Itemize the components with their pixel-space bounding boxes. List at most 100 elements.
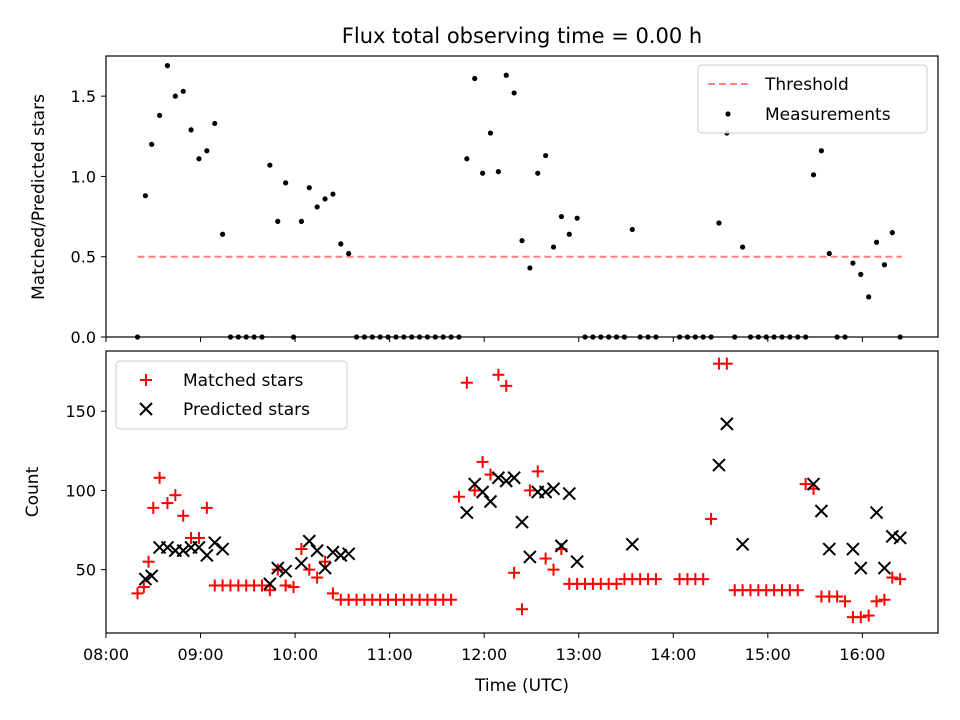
x-tick-label: 09:00 xyxy=(177,645,223,664)
matched-star-point xyxy=(492,368,505,381)
matched-star-point xyxy=(547,563,560,576)
bottom-y-tick-label: 150 xyxy=(65,402,96,421)
matched-star-point xyxy=(791,584,804,597)
measurement-point xyxy=(495,169,501,175)
top-y-tick-label: 0.0 xyxy=(71,328,96,347)
x-axis-label: Time (UTC) xyxy=(474,676,569,696)
matched-star-point xyxy=(886,571,899,584)
measurement-point xyxy=(188,127,194,133)
x-tick-label: 10:00 xyxy=(272,645,318,664)
matched-star-point xyxy=(539,552,552,565)
matched-star-point xyxy=(831,590,844,603)
measurement-point xyxy=(275,218,281,224)
matched-star-point xyxy=(452,490,465,503)
matched-star-point xyxy=(263,584,276,597)
measurement-point xyxy=(472,75,478,82)
matched-star-point xyxy=(147,501,160,514)
bottom-y-ticks: 50 100 150 xyxy=(65,402,106,580)
matched-star-point xyxy=(256,579,268,592)
measurement-point xyxy=(314,204,320,210)
matched-star-point xyxy=(799,478,812,491)
predicted-star-point xyxy=(160,540,175,555)
matched-star-point xyxy=(200,501,213,514)
top-y-ticks: 0.0 0.5 1.0 1.5 xyxy=(71,87,106,347)
matched-star-point xyxy=(862,609,875,622)
measurement-point xyxy=(826,250,832,257)
measurement-point xyxy=(267,162,273,168)
matched-star-point xyxy=(319,555,332,568)
measurement-point xyxy=(156,112,163,119)
predicted-star-point xyxy=(893,531,907,545)
bottom-panel: 50 100 150 08:00 09:00 10:00 11:00 12:00 13:00 1… xyxy=(23,350,939,696)
bottom-y-tick-label: 50 xyxy=(76,561,96,580)
bottom-x-ticks: 08:00 09:00 10:00 11:00 12:00 13:00 14:00 15:00… xyxy=(83,633,885,664)
top-y-tick-label: 0.5 xyxy=(71,248,96,267)
measurement-point xyxy=(858,271,864,277)
predicted-star-point xyxy=(846,542,860,556)
measurement-point xyxy=(535,170,541,176)
measurement-point xyxy=(322,196,328,202)
predicted-star-point xyxy=(294,556,309,570)
predicted-star-point xyxy=(546,482,561,496)
matched-star-point xyxy=(153,471,166,484)
matched-star-point xyxy=(271,563,284,576)
measurement-point xyxy=(818,148,824,154)
top-legend: Threshold Measurements xyxy=(697,64,928,134)
matched-star-point xyxy=(177,509,190,522)
bottom-legend-frame xyxy=(115,360,348,430)
matched-star-point xyxy=(311,571,324,584)
measurement-point xyxy=(889,230,895,236)
x-tick-label: 15:00 xyxy=(745,645,791,664)
predicted-star-point xyxy=(208,535,222,550)
predicted-star-point xyxy=(460,505,474,520)
measurement-point xyxy=(338,241,344,247)
predicted-star-point xyxy=(483,494,498,509)
top-y-tick-label: 1.5 xyxy=(71,87,96,106)
matched-star-point xyxy=(531,465,544,478)
matched-star-point xyxy=(500,379,513,392)
matched-star-point xyxy=(508,566,521,579)
predicted-star-point xyxy=(712,458,726,472)
matched-star-point xyxy=(445,593,458,606)
measurement-point xyxy=(866,294,872,300)
bottom-legend: Matched stars Predicted stars xyxy=(115,360,348,430)
matched-star-point xyxy=(854,611,867,624)
measurement-point xyxy=(464,156,470,162)
chart-title: Flux total observing time = 0.00 h xyxy=(342,24,702,48)
predicted-star-point xyxy=(491,471,506,485)
predicted-star-point xyxy=(554,539,569,553)
matched-star-point xyxy=(894,573,907,586)
matched-star-point xyxy=(287,581,300,594)
matched-star-point xyxy=(523,484,536,497)
measurement-point xyxy=(574,215,580,221)
predicted-star-point xyxy=(877,561,892,575)
x-tick-label: 08:00 xyxy=(83,645,129,664)
predicted-star-point xyxy=(334,548,348,563)
measurement-point xyxy=(629,226,635,233)
predicted-star-point xyxy=(814,504,829,518)
predicted-star-point xyxy=(318,561,332,575)
matched-star-point xyxy=(839,595,852,608)
top-y-tick-label: 1.0 xyxy=(71,167,96,186)
predicted-star-point xyxy=(523,550,537,564)
legend-matched-label: Matched stars xyxy=(183,371,303,391)
predicted-star-point xyxy=(515,515,529,529)
predicted-star-point xyxy=(263,577,277,591)
predicted-star-point xyxy=(869,505,884,520)
matched-star-point xyxy=(610,577,623,590)
top-axes-frame xyxy=(105,55,939,338)
predicted-star-point xyxy=(720,417,734,431)
legend-measurements-swatch xyxy=(725,111,731,117)
measurement-point xyxy=(283,180,289,186)
predicted-star-point xyxy=(538,485,553,499)
predicted-star-point xyxy=(302,534,316,548)
matched-star-point xyxy=(878,593,891,606)
predicted-star-point xyxy=(475,485,490,499)
predicted-star-point xyxy=(176,543,190,558)
matched-star-point xyxy=(468,484,481,497)
measurement-point xyxy=(330,191,336,197)
measurement-point xyxy=(298,218,304,224)
predicted-star-point xyxy=(854,561,868,575)
matched-star-point xyxy=(476,455,489,468)
